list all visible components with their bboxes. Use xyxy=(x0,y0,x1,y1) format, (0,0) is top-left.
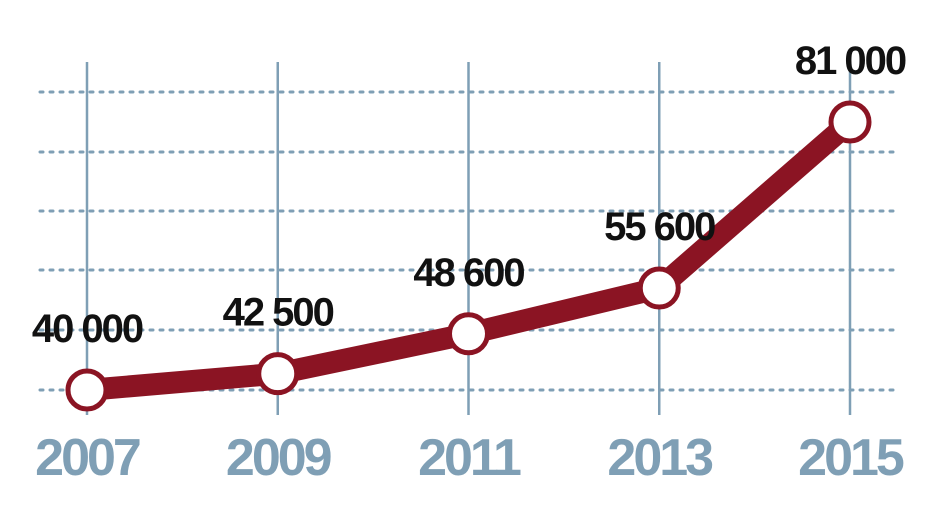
point xyxy=(65,368,109,412)
point xyxy=(256,352,300,396)
point xyxy=(637,266,681,310)
x-tick-label: 2013 xyxy=(607,429,713,487)
data-label: 55 600 xyxy=(604,205,715,249)
data-label: 42 500 xyxy=(223,291,334,335)
point xyxy=(828,100,872,144)
point xyxy=(447,312,490,356)
data-label: 81 000 xyxy=(795,39,906,83)
x-tick-label: 2009 xyxy=(226,429,331,487)
x-tick-label: 2007 xyxy=(35,429,140,487)
data-label: 40 000 xyxy=(32,307,143,351)
x-tick-label: 2015 xyxy=(798,429,904,487)
x-tick-label: 2011 xyxy=(418,429,521,487)
data-label: 48 600 xyxy=(413,251,524,295)
